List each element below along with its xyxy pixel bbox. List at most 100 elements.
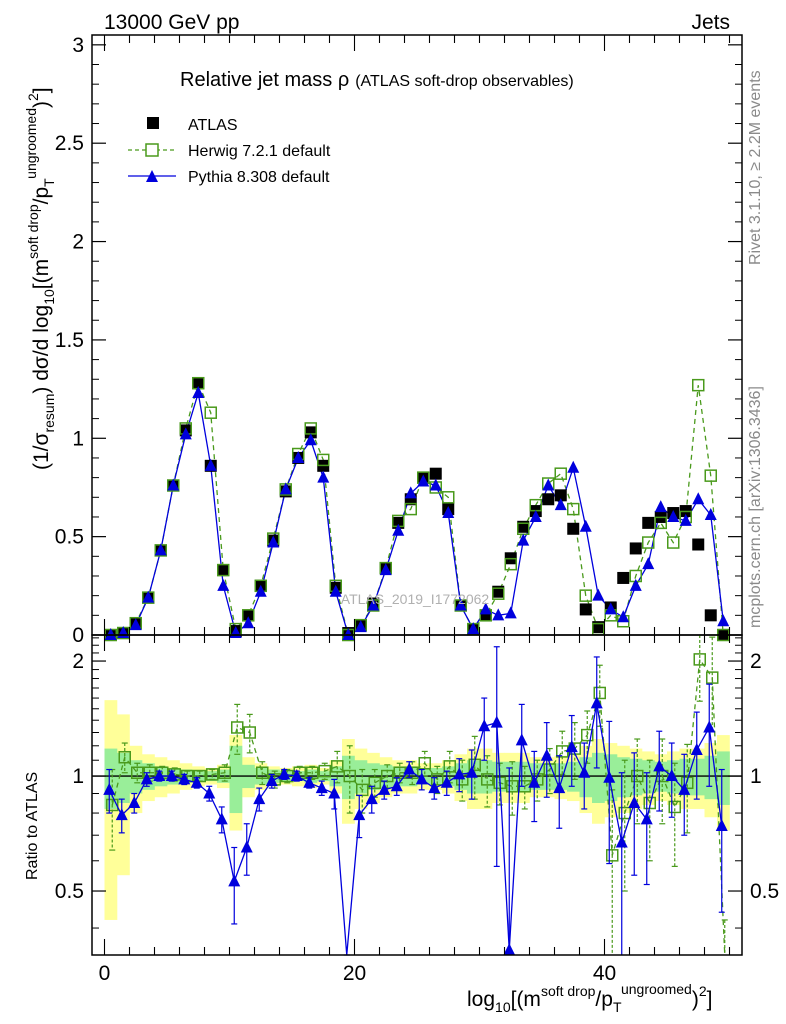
ratio-band xyxy=(617,757,630,798)
herwig-point xyxy=(504,557,517,571)
pythia-point xyxy=(329,584,342,597)
pythia-ratio-point xyxy=(190,775,203,788)
ratio-y-tick-label: 2 xyxy=(72,650,84,673)
pythia-ratio-point xyxy=(515,733,528,746)
herwig-point xyxy=(704,469,717,482)
atlas-point xyxy=(429,467,442,480)
legend-atlas-marker xyxy=(147,117,159,129)
pythia-point xyxy=(629,578,642,591)
pythia-point xyxy=(304,433,317,446)
herwig-ratio-point xyxy=(593,686,606,700)
chart-title: Relative jet mass ρ (ATLAS soft-drop obse… xyxy=(180,69,574,91)
pythia-point xyxy=(692,492,705,505)
analysis-watermark: ATLAS_2019_I1772062 xyxy=(341,591,490,607)
pythia-point xyxy=(267,535,280,548)
ratio-band xyxy=(629,758,643,796)
y-tick-label: 0.5 xyxy=(55,526,84,549)
pythia-point xyxy=(579,519,592,532)
pythia-ratio-point xyxy=(540,748,553,761)
pythia-point xyxy=(504,606,517,619)
y-tick-label: 2.5 xyxy=(55,132,84,155)
ratio-y-axis-label: Ratio to ATLAS xyxy=(24,772,41,880)
pythia-ratio-point xyxy=(240,840,253,853)
main-y-axis-label: (1/σresum) dσ/d log10[(msoft drop/pTungr… xyxy=(23,87,57,470)
pythia-ratio-point xyxy=(290,769,303,782)
herwig-ratio-point xyxy=(218,766,231,779)
pythia-ratio-point xyxy=(590,696,603,709)
pythia-ratio-point xyxy=(353,808,366,821)
herwig-ratio-point xyxy=(106,798,119,812)
pythia-ratio-point xyxy=(553,781,566,794)
pythia-point xyxy=(142,590,155,603)
ratio-band xyxy=(717,751,730,805)
ratio-y-tick-label-right: 1 xyxy=(750,765,762,788)
ratio-band xyxy=(592,752,605,803)
rivet-version-label: Rivet 3.1.10, ≥ 2.2M events xyxy=(747,70,764,265)
pythia-point xyxy=(367,598,380,611)
pythia-point xyxy=(642,557,655,570)
legend-herwig-label: Herwig 7.2.1 default xyxy=(188,143,331,160)
ratio-y-tick-label-right: 0.5 xyxy=(750,880,779,903)
atlas-point xyxy=(217,564,230,577)
pythia-ratio-point xyxy=(628,795,641,808)
herwig-ratio-point xyxy=(231,721,244,734)
ratio-band xyxy=(229,745,243,814)
ratio-band xyxy=(642,760,655,794)
atlas-point xyxy=(304,426,317,439)
herwig-ratio-point xyxy=(618,806,631,820)
atlas-point xyxy=(692,538,705,551)
atlas-point xyxy=(642,516,655,529)
pythia-point xyxy=(417,474,430,487)
pythia-point xyxy=(217,578,230,591)
pythia-point xyxy=(392,523,405,536)
ratio-band xyxy=(692,758,705,796)
pythia-point xyxy=(129,618,142,631)
herwig-ratio-point xyxy=(318,764,331,778)
herwig-ratio-point xyxy=(131,766,144,779)
y-tick-label: 0 xyxy=(72,624,84,647)
herwig-point xyxy=(217,563,230,577)
pythia-point xyxy=(292,450,305,463)
pythia-ratio-point xyxy=(428,781,441,794)
pythia-point xyxy=(604,602,617,615)
atlas-point xyxy=(617,571,630,584)
pythia-point xyxy=(617,610,630,623)
herwig-ratio-point xyxy=(331,760,344,773)
main-panel: ATLAS_2019_I1772062 0 0.5 1 1.5 2 2.5 3 Relati… xyxy=(23,34,743,647)
herwig-line xyxy=(110,381,724,637)
herwig-ratio-point xyxy=(506,780,519,793)
pythia-point xyxy=(154,543,167,556)
pythia-ratio-point xyxy=(465,765,478,778)
pythia-point xyxy=(467,622,480,635)
pythia-ratio-point xyxy=(503,943,516,956)
ratio-band xyxy=(342,755,355,800)
herwig-ratio-point xyxy=(343,769,356,783)
pythia-point xyxy=(317,470,330,483)
pythia-point xyxy=(254,584,267,597)
herwig-ratio-point xyxy=(118,750,131,764)
y-tick-label: 3 xyxy=(72,34,84,57)
herwig-ratio-point xyxy=(668,800,681,814)
pythia-ratio-point xyxy=(253,792,266,805)
ratio-axes: 0.5 0.51 12 20 20 40 xyxy=(55,635,779,985)
pythia-point xyxy=(179,427,192,440)
pythia-ratio-point xyxy=(178,772,191,785)
pythia-ratio-point xyxy=(715,818,728,831)
herwig-ratio-point xyxy=(443,760,456,773)
herwig-ratio-point xyxy=(243,726,256,739)
main-data-layer xyxy=(104,376,730,642)
pythia-point xyxy=(454,598,467,611)
pythia-point xyxy=(704,508,717,520)
pythia-ratio-point xyxy=(703,720,716,733)
ratio-y-tick-label: 0.5 xyxy=(55,880,84,903)
pythia-point xyxy=(442,506,455,519)
herwig-point xyxy=(554,467,567,480)
herwig-ratio-point xyxy=(256,766,269,779)
mcplots-credit-label: mcplots.cern.ch [arXiv:1306.3436] xyxy=(747,386,764,628)
herwig-ratio-point xyxy=(193,769,206,783)
pythia-ratio-point xyxy=(328,786,341,799)
legend-pythia-marker xyxy=(146,170,158,182)
pythia-point xyxy=(204,458,217,471)
ratio-plot-frame xyxy=(91,634,743,956)
x-tick-label: 0 xyxy=(99,962,111,985)
